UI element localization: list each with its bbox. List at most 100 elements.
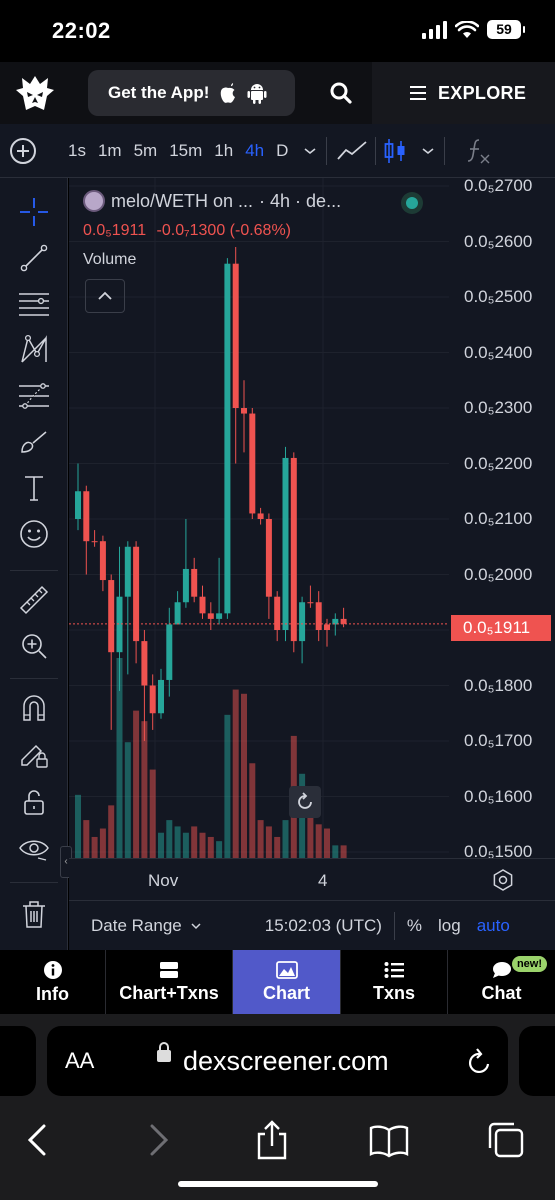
- price-axis-label: 0.0₅1500: [464, 842, 533, 858]
- trash-icon: [23, 901, 45, 928]
- price-chart[interactable]: melo/WETH on ... · 4h · de... 0.0₅1911 -…: [69, 178, 555, 858]
- legend-change: -0.0₇1300 (-0.68%): [156, 222, 292, 239]
- ruler-icon: [19, 585, 49, 615]
- line-chart-icon[interactable]: [335, 139, 369, 163]
- toolbar-divider: [444, 136, 446, 165]
- candle-body: [307, 602, 314, 604]
- candle-body: [216, 613, 223, 619]
- volume-bar: [174, 826, 181, 858]
- volume-bar: [191, 826, 198, 858]
- get-app-button[interactable]: Get the App!: [88, 70, 295, 116]
- time-label-4: 4: [318, 871, 328, 890]
- visibility-tool[interactable]: [14, 828, 54, 868]
- chevron-down-icon[interactable]: [420, 146, 436, 156]
- emoji-tool[interactable]: [14, 514, 54, 554]
- forward-icon[interactable]: [136, 1118, 180, 1162]
- tab-chart[interactable]: Chart: [233, 950, 341, 1014]
- ruler-tool[interactable]: [14, 580, 54, 620]
- log-scale-toggle[interactable]: log: [438, 915, 461, 935]
- android-icon: [247, 84, 267, 104]
- candle-body: [83, 491, 90, 542]
- address-bar[interactable]: AA dexscreener.com: [47, 1026, 508, 1096]
- volume-bar: [158, 832, 164, 858]
- timeframe-d[interactable]: D: [276, 140, 289, 160]
- magnet-tool[interactable]: [14, 688, 54, 728]
- candles-icon[interactable]: [382, 137, 408, 165]
- share-icon[interactable]: [250, 1118, 294, 1162]
- unlock-tool[interactable]: [14, 782, 54, 822]
- next-tab-preview[interactable]: [519, 1026, 555, 1096]
- price-axis-label: 0.0₅1800: [464, 675, 533, 695]
- candle-body: [99, 541, 106, 581]
- zoom-in-icon: [22, 634, 47, 659]
- tab-txns[interactable]: Txns: [341, 950, 448, 1014]
- back-icon[interactable]: [16, 1118, 60, 1162]
- bookmarks-icon[interactable]: [367, 1118, 411, 1162]
- new-badge: new!: [511, 956, 547, 972]
- candle-body: [224, 263, 231, 614]
- search-icon[interactable]: [326, 78, 356, 108]
- candle-body: [166, 624, 173, 680]
- chevron-up-icon: [98, 291, 112, 300]
- percent-scale-toggle[interactable]: %: [406, 915, 423, 935]
- tab-info[interactable]: Info: [0, 950, 106, 1014]
- delete-drawings-tool[interactable]: [14, 894, 54, 934]
- projection-tool[interactable]: [14, 376, 54, 416]
- trend-line-tool[interactable]: [14, 238, 54, 278]
- battery-icon: 59: [487, 20, 525, 39]
- tab-chart-txns[interactable]: Chart+Txns: [106, 950, 233, 1014]
- text-icon: [25, 476, 43, 501]
- reset-chart-button[interactable]: [289, 786, 321, 818]
- timeframe-1h[interactable]: 1h: [214, 140, 234, 160]
- chat-icon: [492, 961, 511, 978]
- brush-icon: [21, 431, 47, 453]
- text-tool[interactable]: [14, 468, 54, 508]
- pattern-icon: [21, 334, 47, 363]
- utc-clock[interactable]: 15:02:03 (UTC): [264, 915, 382, 935]
- chart-txns-icon: [160, 961, 178, 978]
- collapse-legend-button[interactable]: [85, 279, 125, 313]
- volume-bar: [182, 832, 189, 858]
- tabs-icon[interactable]: [484, 1118, 528, 1162]
- magnet-icon: [23, 695, 45, 721]
- pattern-tool[interactable]: [14, 330, 54, 370]
- explore-menu-button[interactable]: EXPLORE: [372, 62, 555, 124]
- dexscreener-logo-icon[interactable]: [14, 72, 56, 114]
- timeframe-4h[interactable]: 4h: [245, 140, 265, 160]
- chevron-down-icon[interactable]: [302, 146, 318, 156]
- timeframe-15m[interactable]: 15m: [169, 140, 203, 160]
- apple-icon: [221, 82, 236, 103]
- token-avatar-icon: [83, 190, 105, 212]
- timeframe-1m[interactable]: 1m: [97, 140, 122, 160]
- candle-body: [315, 602, 322, 630]
- time-axis[interactable]: Nov 4: [69, 858, 555, 900]
- reload-icon[interactable]: [466, 1046, 494, 1076]
- volume-bar: [249, 763, 256, 858]
- candle-body: [241, 408, 247, 414]
- auto-scale-toggle[interactable]: auto: [476, 915, 510, 935]
- timeframe-5m[interactable]: 5m: [133, 140, 158, 160]
- volume-bar: [257, 820, 264, 858]
- add-symbol-icon[interactable]: [10, 137, 36, 164]
- timeframe-1s[interactable]: 1s: [68, 140, 86, 160]
- crosshair-tool[interactable]: [14, 192, 54, 232]
- tab-chat[interactable]: new! Chat: [448, 950, 555, 1014]
- get-app-label: Get the App!: [108, 83, 210, 102]
- projection-icon: [19, 383, 49, 409]
- brush-tool[interactable]: [14, 422, 54, 462]
- volume-bar: [332, 845, 339, 858]
- lock-drawings-tool[interactable]: [14, 734, 54, 774]
- indicators-fx-icon[interactable]: [463, 137, 493, 165]
- candle-body: [75, 491, 81, 519]
- candle-body: [149, 685, 156, 714]
- zoom-in-tool[interactable]: [14, 626, 54, 666]
- volume-bar: [149, 769, 156, 858]
- status-bar: 22:02 59: [0, 0, 555, 62]
- previous-tab-preview[interactable]: [0, 1026, 36, 1096]
- reader-settings-button[interactable]: AA: [65, 1048, 95, 1073]
- candlestick-plot[interactable]: [69, 178, 555, 858]
- horizontal-lines-tool[interactable]: [14, 284, 54, 324]
- tab-txns-label: Txns: [372, 982, 415, 1003]
- date-range-button[interactable]: Date Range: [91, 916, 202, 936]
- settings-icon[interactable]: [491, 868, 515, 892]
